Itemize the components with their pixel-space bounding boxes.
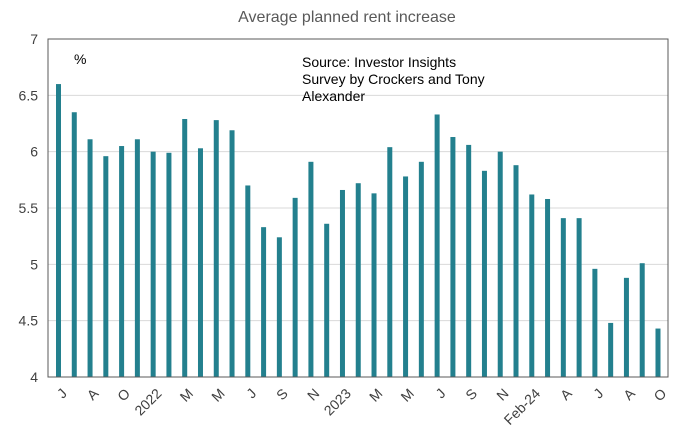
bar <box>72 112 77 377</box>
bar <box>324 224 329 377</box>
bar <box>545 199 550 377</box>
x-tick-label: N <box>493 385 511 403</box>
source-note-line: Alexander <box>302 88 365 104</box>
source-note: Source: Investor Insights Survey by Crock… <box>302 54 485 104</box>
bar <box>182 119 187 377</box>
bar <box>592 269 597 377</box>
bar <box>514 165 519 377</box>
x-tick-label: M <box>366 385 386 405</box>
x-tick-label: N <box>304 385 322 403</box>
x-tick-label: O <box>114 385 133 404</box>
x-tick-label: O <box>650 385 669 404</box>
bar <box>88 139 93 377</box>
bar <box>403 176 408 377</box>
bar <box>214 120 219 377</box>
x-tick-label: A <box>84 385 102 403</box>
bar <box>608 323 613 377</box>
x-tick-label: J <box>590 385 606 401</box>
bar <box>498 152 503 377</box>
x-tick-label: M <box>397 385 417 405</box>
y-tick-label: 5.5 <box>19 200 39 216</box>
x-tick-label: S <box>462 385 480 403</box>
bar <box>529 194 534 377</box>
y-unit-label: % <box>74 51 86 67</box>
bar <box>245 185 250 377</box>
y-tick-label: 7 <box>30 31 38 47</box>
bar <box>640 263 645 377</box>
y-tick-label: 6 <box>30 144 38 160</box>
x-tick-label: 2022 <box>131 385 164 418</box>
x-tick-label: M <box>208 385 228 405</box>
bar <box>198 148 203 377</box>
x-tick-label: Feb-24 <box>501 385 544 427</box>
bar <box>103 156 108 377</box>
bar <box>387 147 392 377</box>
bar <box>230 130 235 377</box>
bar <box>119 146 124 377</box>
bar <box>166 153 171 377</box>
bar <box>372 193 377 377</box>
bar <box>561 218 566 377</box>
bar <box>466 145 471 377</box>
y-tick-label: 4.5 <box>19 313 39 329</box>
bar <box>435 114 440 377</box>
x-tick-label: 2023 <box>321 385 354 418</box>
x-tick-label: J <box>54 385 70 401</box>
x-tick-label: J <box>432 385 448 401</box>
x-tick-label: A <box>557 385 575 403</box>
bar <box>450 137 455 377</box>
source-note-line: Source: Investor Insights <box>302 54 456 70</box>
bar <box>135 139 140 377</box>
y-tick-label: 6.5 <box>19 87 39 103</box>
y-tick-label: 5 <box>30 256 38 272</box>
x-tick-label: A <box>620 385 638 403</box>
bar <box>56 84 61 377</box>
x-tick-label: S <box>273 385 291 403</box>
bar <box>655 329 660 377</box>
x-tick-label: J <box>243 385 259 401</box>
chart-title: Average planned rent increase <box>238 9 456 26</box>
bar-series <box>56 84 660 377</box>
bar <box>419 162 424 377</box>
y-tick-label: 4 <box>30 369 38 385</box>
bar <box>261 227 266 377</box>
bar <box>293 198 298 377</box>
bar <box>151 152 156 377</box>
bar <box>577 218 582 377</box>
y-axis: 4 4.5 5 5.5 6 6.5 7 <box>19 31 39 385</box>
bar <box>356 183 361 377</box>
x-tick-label: M <box>177 385 197 405</box>
bar <box>308 162 313 377</box>
bar <box>482 171 487 377</box>
bar <box>277 237 282 377</box>
bar <box>340 190 345 377</box>
source-note-line: Survey by Crockers and Tony <box>302 71 485 87</box>
bar <box>624 278 629 377</box>
